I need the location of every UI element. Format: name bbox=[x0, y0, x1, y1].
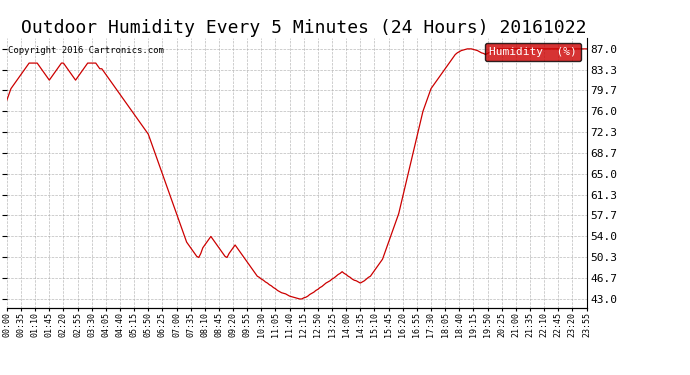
Legend: Humidity  (%): Humidity (%) bbox=[485, 43, 581, 61]
Text: Copyright 2016 Cartronics.com: Copyright 2016 Cartronics.com bbox=[8, 46, 164, 55]
Text: Outdoor Humidity Every 5 Minutes (24 Hours) 20161022: Outdoor Humidity Every 5 Minutes (24 Hou… bbox=[21, 19, 586, 37]
